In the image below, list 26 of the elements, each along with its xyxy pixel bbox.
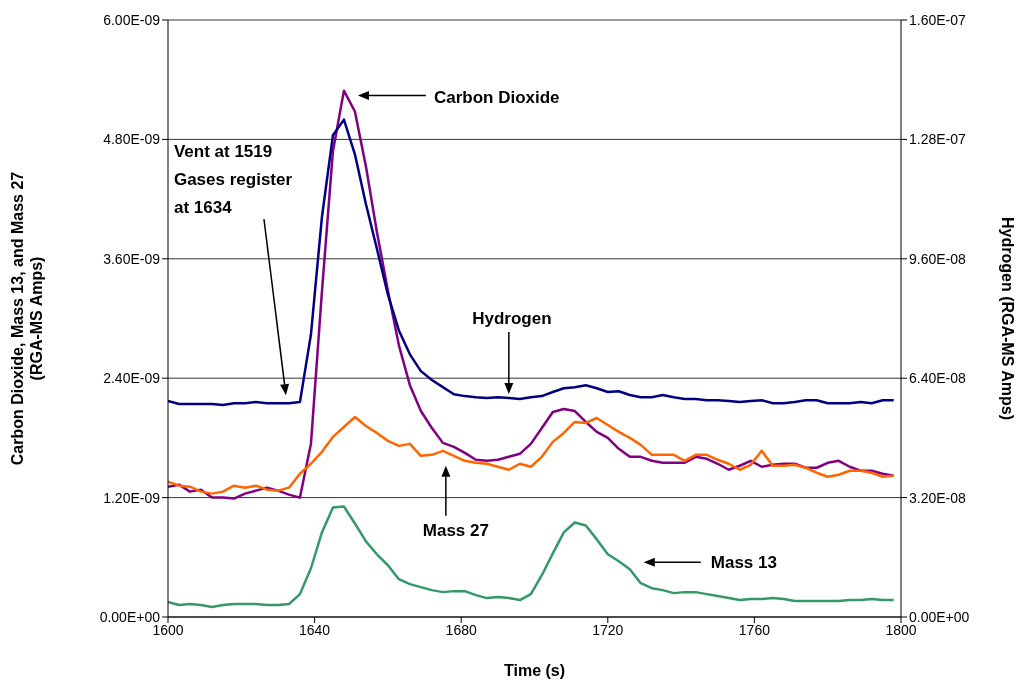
line-series <box>168 118 895 407</box>
y-tick-label: 6.00E-09 <box>103 11 161 28</box>
y2-tick-label: 9.60E-08 <box>909 250 967 267</box>
y2-axis-title: Hydrogen (RGA-MS Amps) <box>999 217 1016 420</box>
y2-tick-label: 1.60E-07 <box>909 11 967 28</box>
y-tick-label: 3.60E-09 <box>103 250 161 267</box>
y-tick-label: 2.40E-09 <box>103 370 161 387</box>
y2-tick-label: 1.28E-07 <box>909 131 967 148</box>
x-tick-label: 1680 <box>445 621 477 638</box>
annotation: Mass 13 <box>710 553 777 573</box>
line-series <box>168 89 895 500</box>
x-axis-title: Time (s) <box>503 662 566 679</box>
y-axis-title: Carbon Dioxide, Mass 13, and Mass 27 (RGA-MS Amps) <box>9 171 45 466</box>
y2-tick-label: 3.20E-08 <box>909 489 967 506</box>
y2-tick-label: 6.40E-08 <box>909 370 967 387</box>
x-tick-label: 1760 <box>738 621 771 638</box>
annotation: Mass 27 <box>422 520 489 540</box>
annotation: Carbon Dioxide <box>433 87 560 107</box>
y-tick-label: 1.20E-09 <box>103 489 161 506</box>
y-tick-label: 4.80E-09 <box>103 131 161 148</box>
line-series <box>168 505 895 609</box>
annotation: Hydrogen <box>472 308 552 328</box>
annotation: Vent at 1519 Gases register at 1634 <box>173 142 293 218</box>
x-tick-label: 1640 <box>299 621 331 638</box>
x-tick-label: 1720 <box>592 621 624 638</box>
line-series <box>168 415 895 495</box>
